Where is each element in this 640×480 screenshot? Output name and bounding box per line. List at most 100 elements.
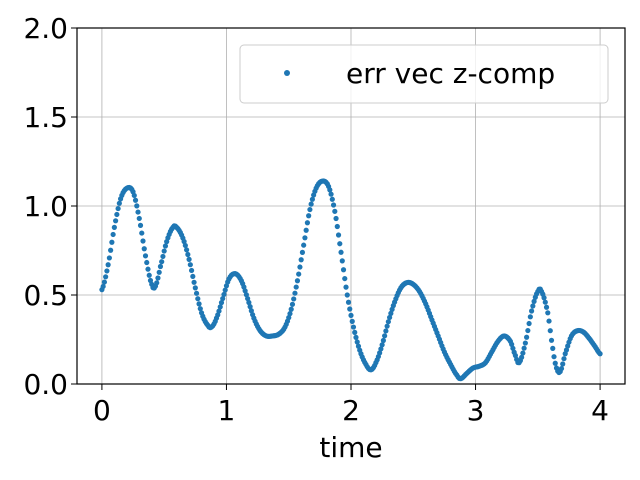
data-point	[383, 328, 389, 334]
data-point	[136, 215, 142, 222]
data-point	[522, 340, 528, 346]
data-point	[354, 339, 360, 345]
data-point	[291, 296, 297, 302]
data-point	[380, 337, 386, 344]
data-point	[135, 209, 141, 215]
data-point	[132, 197, 139, 203]
data-point	[520, 350, 526, 356]
data-point	[145, 266, 151, 272]
data-point	[560, 361, 566, 367]
data-point	[343, 284, 349, 290]
data-point	[113, 218, 119, 224]
data-point	[548, 337, 555, 343]
data-point	[131, 192, 137, 199]
data-point	[521, 345, 527, 351]
data-point	[332, 208, 338, 214]
data-point	[355, 343, 362, 349]
data-point	[246, 299, 252, 306]
data-point	[289, 301, 296, 307]
data-point	[162, 243, 169, 249]
data-point	[297, 264, 303, 270]
data-point	[561, 356, 567, 362]
data-point	[292, 290, 298, 296]
legend-box	[239, 44, 609, 104]
data-point	[348, 312, 354, 318]
data-point	[186, 256, 192, 262]
data-point	[185, 251, 191, 258]
data-point	[242, 288, 248, 294]
data-point	[217, 304, 223, 310]
data-point	[597, 351, 603, 357]
data-point	[109, 239, 115, 245]
data-point	[182, 242, 188, 249]
data-point	[558, 365, 565, 372]
x-axis-title: time	[319, 431, 382, 464]
data-point	[304, 220, 311, 226]
x-tick-label: 3	[467, 394, 485, 427]
data-point	[293, 284, 299, 290]
data-point	[137, 222, 144, 228]
data-point	[187, 262, 193, 268]
data-point	[552, 360, 558, 366]
data-point	[104, 268, 110, 274]
data-point	[344, 292, 350, 298]
data-point	[382, 333, 388, 339]
data-point	[298, 257, 304, 263]
data-point	[116, 200, 122, 206]
data-point	[531, 298, 537, 304]
data-point	[307, 206, 313, 213]
data-point	[161, 248, 167, 254]
x-tick-label: 1	[218, 394, 236, 427]
data-point	[157, 263, 164, 270]
x-tick-label: 2	[342, 394, 360, 427]
data-point	[378, 346, 384, 352]
data-point	[218, 300, 225, 306]
data-point	[294, 278, 301, 284]
data-point	[527, 314, 533, 320]
data-point	[301, 242, 307, 248]
data-point	[510, 345, 516, 351]
data-point	[288, 306, 294, 312]
data-point	[146, 272, 152, 278]
data-point	[221, 291, 227, 298]
data-point	[101, 279, 107, 285]
data-point	[100, 283, 106, 290]
data-point	[550, 345, 556, 351]
data-point	[159, 259, 165, 265]
data-point	[108, 247, 114, 253]
data-point	[543, 304, 550, 310]
data-point	[340, 267, 347, 273]
x-tick-label: 4	[591, 394, 609, 427]
data-point	[345, 299, 352, 305]
data-point	[509, 341, 515, 347]
data-point	[350, 324, 357, 330]
axis-ticks: 0 1 2 3 4 0.0 0.5 1.0 1.5 2.0	[23, 12, 609, 427]
data-point	[525, 327, 531, 334]
data-point	[110, 231, 116, 238]
data-point	[115, 205, 121, 212]
data-point	[308, 201, 314, 207]
data-point	[335, 232, 342, 238]
x-tick-label: 0	[93, 394, 111, 427]
data-point	[353, 334, 359, 340]
data-point	[140, 238, 146, 244]
data-point	[528, 308, 535, 314]
data-point	[192, 285, 198, 291]
data-point	[181, 238, 187, 245]
data-point	[347, 306, 353, 312]
data-point	[334, 223, 340, 230]
legend-label: err vec z-comp	[346, 57, 555, 90]
data-point	[222, 287, 228, 293]
data-point	[220, 295, 226, 302]
data-point	[287, 311, 293, 317]
data-point	[349, 318, 355, 324]
data-point	[542, 299, 548, 305]
data-point	[248, 308, 254, 314]
data-point	[195, 296, 201, 302]
data-point	[337, 241, 343, 247]
y-tick-label: 2.0	[23, 12, 68, 45]
data-point	[160, 253, 166, 260]
data-point	[245, 295, 251, 302]
data-point	[111, 224, 117, 230]
